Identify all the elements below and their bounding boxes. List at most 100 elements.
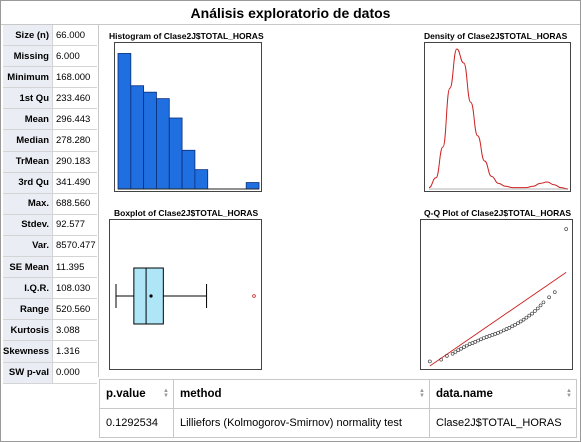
- stat-value: 341.490: [56, 177, 91, 189]
- stat-value: 8570.477: [56, 240, 96, 252]
- stat-value: 66.000: [56, 29, 86, 41]
- qq-svg: [428, 227, 568, 367]
- stat-value: 108.030: [56, 282, 91, 294]
- stat-value: 278.280: [56, 135, 91, 147]
- qq-point: [530, 311, 534, 316]
- qq-point: [535, 306, 540, 311]
- normality-test-table: p.value ▲ ▼ method ▲ ▼ data.name ▲ ▼ 0.1292534…: [99, 379, 577, 438]
- column-header-data-name[interactable]: data.name ▲ ▼: [429, 379, 577, 409]
- page-title: Análisis exploratorio de datos: [1, 1, 580, 25]
- stat-label: Missing: [3, 46, 53, 67]
- qq-point: [518, 319, 523, 324]
- qq-point: [456, 348, 461, 353]
- qq-point: [516, 321, 520, 326]
- stat-value: 0.000: [56, 367, 80, 379]
- qq-point: [513, 322, 517, 327]
- histogram-bar: [245, 182, 260, 190]
- stat-value: 168.000: [56, 71, 91, 83]
- qq-point: [547, 295, 551, 300]
- stat-value: 520.560: [56, 303, 91, 315]
- qq-reference-line: [429, 271, 567, 367]
- boxplot-title: Boxplot of Clase2J$TOTAL_HORAS: [114, 208, 259, 218]
- stat-label: Max.: [3, 193, 53, 214]
- stat-label: 3rd Qu: [3, 172, 53, 193]
- stat-label: Minimum: [3, 67, 53, 88]
- qq-point: [462, 345, 466, 349]
- boxplot-plot: [109, 219, 262, 370]
- qq-point: [507, 326, 512, 330]
- stat-row: Stdev. 92.577: [3, 214, 97, 236]
- qq-point: [527, 313, 532, 318]
- qq-point: [553, 290, 557, 294]
- stat-row: Max. 688.560: [3, 193, 97, 215]
- stat-label: Range: [3, 299, 53, 320]
- histogram-bar: [143, 91, 157, 190]
- stat-row: TrMean 290.183: [3, 151, 97, 173]
- stat-value: 296.443: [56, 113, 91, 125]
- stat-row: SW p-val 0.000: [3, 362, 97, 384]
- cell-data-name: Clase2J$TOTAL_HORAS: [429, 408, 577, 438]
- qq-point: [473, 340, 478, 344]
- stat-label: 1st Qu: [3, 88, 53, 109]
- density-line: [428, 48, 569, 190]
- sort-icon: ▲ ▼: [566, 388, 572, 399]
- histogram-title: Histogram of Clase2J$TOTAL_HORAS: [109, 31, 264, 41]
- stat-value: 92.577: [56, 219, 86, 231]
- qq-point: [538, 303, 543, 308]
- histogram-bar: [181, 149, 196, 190]
- histogram-bar: [130, 85, 145, 190]
- qq-point: [439, 357, 444, 362]
- qq-point: [533, 309, 537, 313]
- stat-label: Stdev.: [3, 214, 53, 235]
- qq-point: [470, 341, 475, 345]
- qq-point: [501, 328, 506, 333]
- qq-point: [453, 350, 458, 354]
- stat-row: Missing 6.000: [3, 46, 97, 68]
- stat-row: 3rd Qu 341.490: [3, 172, 97, 194]
- qq-plot: [420, 219, 573, 370]
- qq-point: [459, 346, 463, 351]
- qq-point: [499, 329, 503, 334]
- stat-row: 1st Qu 233.460: [3, 88, 97, 110]
- stat-row: Size (n) 66.000: [3, 25, 97, 47]
- stat-row: SE Mean 11.395: [3, 257, 97, 279]
- boxplot-box: [133, 267, 164, 325]
- stat-value: 688.560: [56, 198, 91, 210]
- column-header-method[interactable]: method ▲ ▼: [173, 379, 430, 409]
- cell-pvalue: 0.1292534: [99, 408, 174, 438]
- stat-row: Var. 8570.477: [3, 235, 97, 258]
- stat-row: Mean 296.443: [3, 109, 97, 131]
- header-label: method: [180, 388, 222, 400]
- stat-value: 290.183: [56, 156, 91, 168]
- header-label: p.value: [106, 388, 146, 400]
- stat-label: Skewness: [3, 341, 53, 362]
- stat-label: Var.: [3, 235, 53, 257]
- qq-point: [496, 331, 500, 335]
- stat-row: Median 278.280: [3, 130, 97, 152]
- qq-point: [504, 327, 509, 331]
- header-label: data.name: [436, 388, 493, 400]
- stat-value: 233.460: [56, 92, 91, 104]
- qq-point: [521, 317, 526, 322]
- qq-point: [450, 351, 455, 356]
- stat-row: Range 520.560: [3, 299, 97, 321]
- qq-point: [510, 324, 514, 329]
- stats-table: Size (n) 66.000 Missing 6.000 Minimum 168.000…: [3, 25, 97, 384]
- qq-point: [445, 354, 449, 358]
- density-title: Density of Clase2J$TOTAL_HORAS: [424, 31, 568, 41]
- density-svg: [428, 48, 569, 190]
- qq-point: [541, 300, 546, 305]
- column-header-pvalue[interactable]: p.value ▲ ▼: [99, 379, 174, 409]
- stat-label: SE Mean: [3, 257, 53, 278]
- histogram-bar: [117, 53, 132, 190]
- histogram-bar: [156, 98, 170, 190]
- stat-row: Kurtosis 3.088: [3, 320, 97, 342]
- boxplot-svg: [115, 267, 256, 325]
- stats-divider: [98, 25, 99, 377]
- stat-row: I.Q.R. 108.030: [3, 278, 97, 300]
- sort-icon: ▲ ▼: [163, 388, 169, 399]
- density-plot: [424, 42, 571, 192]
- stat-label: I.Q.R.: [3, 278, 53, 299]
- histogram-plot: [114, 42, 262, 192]
- cell-method: Lilliefors (Kolmogorov-Smirnov) normalit…: [173, 408, 430, 438]
